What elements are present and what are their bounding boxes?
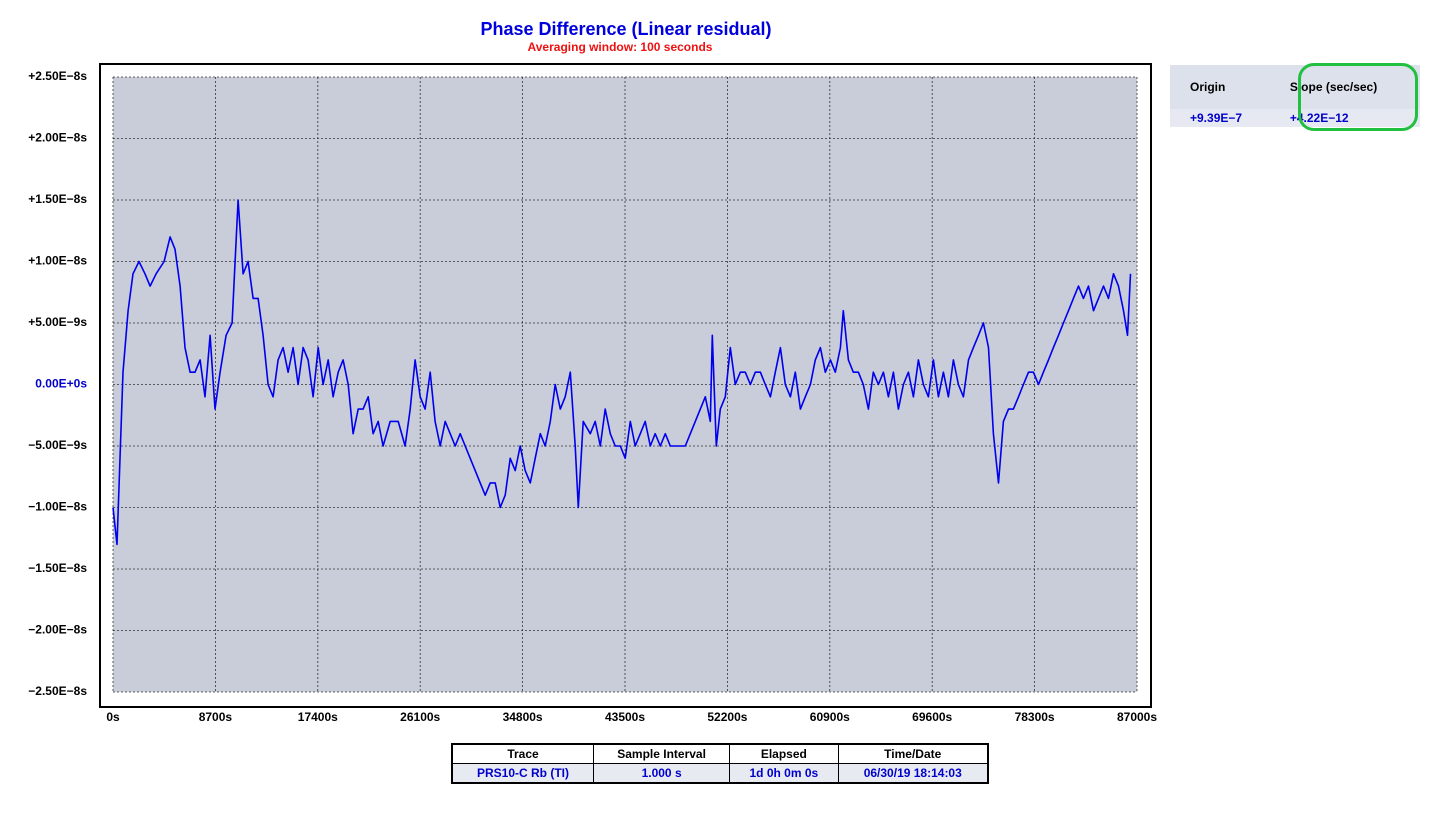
header-cell: Time/Date bbox=[837, 743, 989, 764]
value-cell: PRS10-C Rb (TI) bbox=[451, 763, 594, 784]
header-cell: Elapsed bbox=[729, 743, 839, 764]
x-tick-label: 78300s bbox=[1015, 710, 1055, 724]
y-tick-label: +1.00E−8s bbox=[28, 254, 87, 268]
x-tick-label: 69600s bbox=[912, 710, 952, 724]
header-cell: Slope (sec/sec) bbox=[1269, 65, 1420, 109]
value-cell: +9.39E−7 bbox=[1170, 109, 1270, 127]
y-tick-label: −1.00E−8s bbox=[28, 500, 87, 514]
chart-subtitle: Averaging window: 100 seconds bbox=[528, 40, 713, 54]
y-tick-label: +2.50E−8s bbox=[28, 69, 87, 83]
fit-table: Origin Slope (sec/sec) +9.39E−7 +4.22E−12 bbox=[1170, 65, 1420, 127]
x-tick-label: 8700s bbox=[199, 710, 233, 724]
x-tick-label: 34800s bbox=[503, 710, 543, 724]
y-tick-label: −2.50E−8s bbox=[28, 684, 87, 698]
x-tick-label: 60900s bbox=[810, 710, 850, 724]
y-tick-label: +2.00E−8s bbox=[28, 131, 87, 145]
value-cell: 06/30/19 18:14:03 bbox=[837, 763, 989, 784]
y-tick-label: +1.50E−8s bbox=[28, 192, 87, 206]
info-table: Trace Sample Interval Elapsed Time/Date PRS… bbox=[451, 743, 989, 784]
header-cell: Sample Interval bbox=[592, 743, 731, 764]
y-tick-label: −2.00E−8s bbox=[28, 623, 87, 637]
x-tick-label: 52200s bbox=[707, 710, 747, 724]
header-cell: Origin bbox=[1170, 65, 1270, 109]
value-cell: 1.000 s bbox=[592, 763, 731, 784]
x-tick-label: 43500s bbox=[605, 710, 645, 724]
y-tick-label: −1.50E−8s bbox=[28, 561, 87, 575]
highlight-ring bbox=[1298, 63, 1418, 131]
y-tick-label: −5.00E−9s bbox=[28, 438, 87, 452]
x-tick-label: 26100s bbox=[400, 710, 440, 724]
y-tick-label: +5.00E−9s bbox=[28, 315, 87, 329]
data-line bbox=[112, 199, 1132, 546]
y-tick-label: 0.00E+0s bbox=[35, 377, 87, 391]
x-tick-label: 17400s bbox=[298, 710, 338, 724]
value-cell: 1d 0h 0m 0s bbox=[729, 763, 839, 784]
chart-title: Phase Difference (Linear residual) bbox=[480, 19, 771, 39]
header-cell: Trace bbox=[451, 743, 594, 764]
x-tick-label: 87000s bbox=[1117, 710, 1157, 724]
x-tick-label: 0s bbox=[106, 710, 120, 724]
